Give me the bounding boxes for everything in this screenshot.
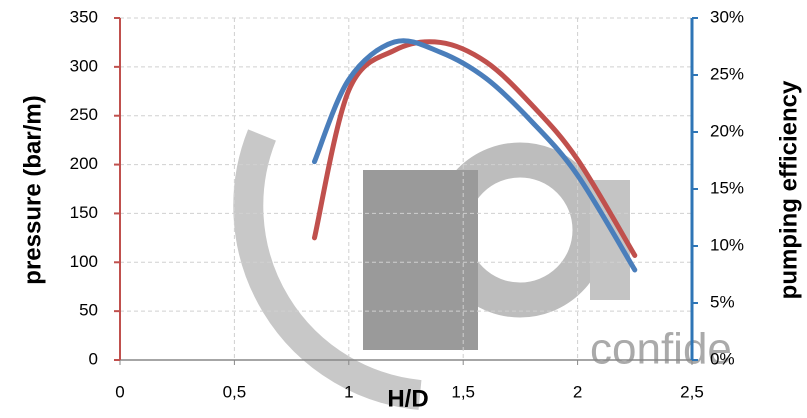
y2-tick-label: 20% [710, 121, 744, 140]
y-tick-label: 0 [89, 349, 98, 368]
y2-axis-label: pumping efficiency [775, 80, 802, 299]
x-tick-label: 2 [573, 382, 582, 401]
y2-tick-label: 10% [710, 235, 744, 254]
y-tick-label: 350 [70, 7, 98, 26]
x-tick-label: 2,5 [680, 382, 704, 401]
y2-tick-label: 0% [710, 349, 735, 368]
y-tick-label: 50 [79, 301, 98, 320]
y-tick-label: 250 [70, 105, 98, 124]
y2-tick-label: 30% [710, 7, 744, 26]
screw-image [363, 170, 478, 350]
y-axis-label: pressure (bar/m) [19, 95, 46, 284]
x-tick-label: 1,5 [451, 382, 475, 401]
y-tick-label: 200 [70, 154, 98, 173]
y-tick-label: 300 [70, 56, 98, 75]
y2-tick-label: 25% [710, 64, 744, 83]
watermark-shapes [248, 135, 630, 395]
x-tick-label: 0 [115, 382, 124, 401]
y2-tick-label: 5% [710, 292, 735, 311]
y2-tick-label: 15% [710, 178, 744, 197]
y-tick-label: 150 [70, 203, 98, 222]
chart: confide H/D pressure (bar/m) pumping eff… [0, 0, 807, 418]
x-axis-label: H/D [387, 385, 428, 412]
x-tick-label: 1 [344, 382, 353, 401]
y-tick-label: 100 [70, 252, 98, 271]
x-tick-label: 0,5 [223, 382, 247, 401]
